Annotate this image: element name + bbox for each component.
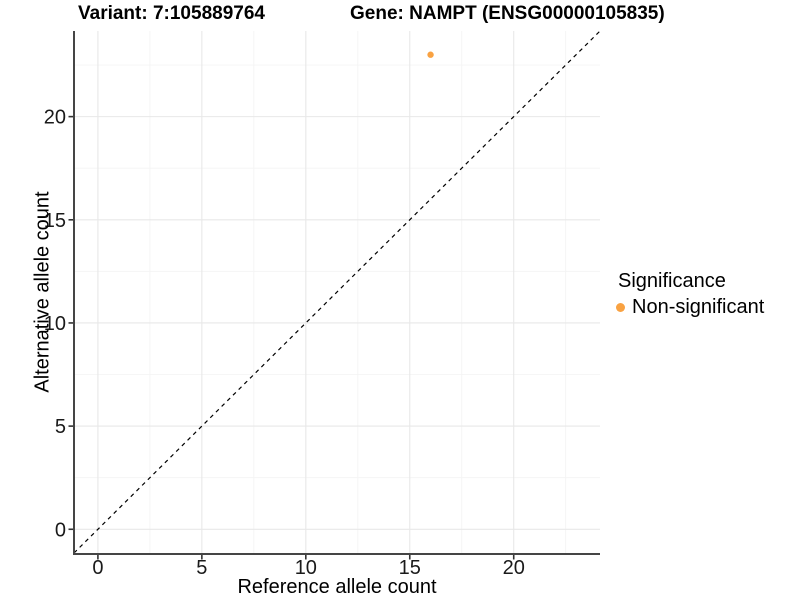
variant-title: Variant: 7:105889764 — [78, 3, 265, 24]
y-axis-title: Alternative allele count — [31, 191, 54, 393]
data-point — [427, 51, 434, 58]
legend-item-non-significant: Non-significant — [616, 296, 764, 319]
x-tick-label: 20 — [503, 557, 525, 579]
x-tick-label: 0 — [92, 557, 103, 579]
gene-title: Gene: NAMPT (ENSG00000105835) — [350, 3, 665, 24]
y-tick-label: 10 — [44, 313, 66, 335]
x-axis-title: Reference allele count — [237, 576, 437, 598]
y-tick-label: 20 — [44, 107, 66, 129]
y-tick-label: 0 — [55, 519, 66, 541]
x-tick-label: 15 — [399, 557, 421, 579]
legend-point-icon — [616, 303, 625, 312]
legend-item-label: Non-significant — [632, 296, 765, 318]
x-tick-label: 10 — [295, 557, 317, 579]
legend-title: Significance — [618, 270, 726, 292]
identity-reference-line — [73, 30, 601, 554]
x-tick-label: 5 — [196, 557, 207, 579]
y-tick-label: 15 — [44, 210, 66, 232]
legend: Significance Non-significant — [616, 270, 764, 319]
y-tick-label: 5 — [55, 416, 66, 438]
